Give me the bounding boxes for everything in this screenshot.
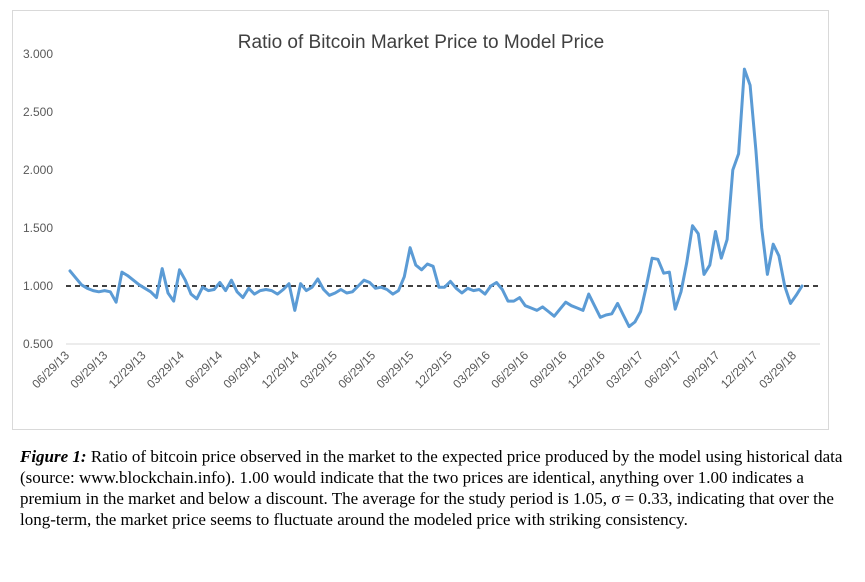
x-tick-label: 12/29/15: [412, 348, 455, 391]
x-tick-label: 09/29/16: [527, 348, 570, 391]
x-tick-label: 06/29/15: [335, 348, 378, 391]
x-axis: 06/29/1309/29/1312/29/1303/29/1406/29/14…: [29, 348, 799, 391]
x-tick-label: 03/29/16: [450, 348, 493, 391]
x-tick-label: 12/29/14: [259, 348, 302, 391]
caption-label: Figure 1:: [20, 447, 87, 466]
chart-frame: Ratio of Bitcoin Market Price to Model P…: [12, 10, 829, 430]
x-tick-label: 03/29/14: [144, 348, 187, 391]
x-tick-label: 06/29/14: [182, 348, 225, 391]
y-axis: 0.500 1.000 1.500 2.000 2.500 3.000: [23, 47, 53, 351]
chart-title: Ratio of Bitcoin Market Price to Model P…: [238, 32, 604, 53]
x-tick-label: 06/29/13: [29, 348, 72, 391]
x-tick-label: 03/29/17: [603, 348, 646, 391]
y-tick-label: 1.500: [23, 221, 53, 235]
y-tick-label: 2.000: [23, 163, 53, 177]
y-tick-label: 3.000: [23, 47, 53, 61]
x-tick-label: 09/29/17: [680, 348, 723, 391]
caption-text: Ratio of bitcoin price observed in the m…: [20, 447, 843, 529]
y-tick-label: 2.500: [23, 105, 53, 119]
x-tick-label: 06/29/16: [488, 348, 531, 391]
y-tick-label: 1.000: [23, 279, 53, 293]
figure-caption: Figure 1: Ratio of bitcoin price observe…: [20, 446, 850, 530]
y-tick-label: 0.500: [23, 337, 53, 351]
x-tick-label: 09/29/13: [67, 348, 110, 391]
series-group: [68, 67, 804, 329]
x-tick-label: 09/29/14: [221, 348, 264, 391]
x-tick-label: 03/29/15: [297, 348, 340, 391]
x-tick-label: 03/29/18: [756, 348, 799, 391]
x-tick-label: 12/29/13: [106, 348, 149, 391]
x-tick-label: 12/29/16: [565, 348, 608, 391]
x-tick-label: 06/29/17: [641, 348, 684, 391]
x-tick-label: 09/29/15: [374, 348, 417, 391]
x-tick-label: 12/29/17: [718, 348, 761, 391]
series-line-0: [68, 67, 804, 329]
chart-svg: Ratio of Bitcoin Market Price to Model P…: [23, 32, 820, 391]
